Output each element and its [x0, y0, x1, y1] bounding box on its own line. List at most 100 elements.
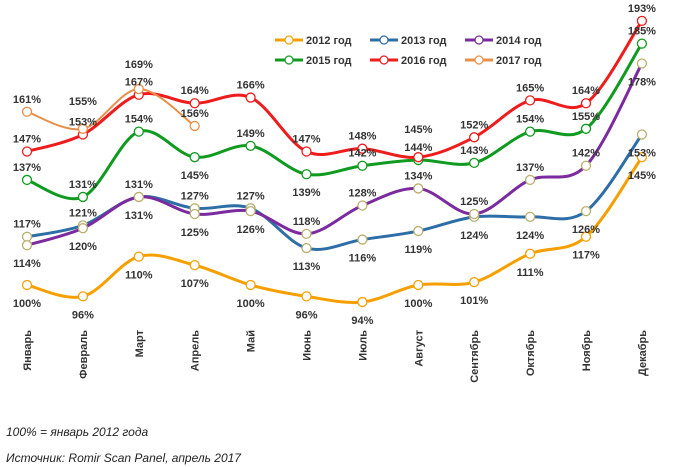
data-label: 96%	[295, 309, 317, 321]
data-point	[580, 231, 592, 242]
x-tick-label: Январь	[22, 330, 34, 371]
data-point	[189, 98, 200, 109]
base-note: 100% = январь 2012 года	[6, 425, 149, 439]
x-tick-label: Май	[246, 330, 258, 352]
data-label: 167%	[125, 77, 153, 89]
data-point	[636, 38, 648, 49]
legend-marker	[379, 35, 389, 45]
data-label: 114%	[13, 258, 41, 270]
data-label: 145%	[404, 124, 432, 136]
legend-label: 2013 год	[401, 35, 447, 47]
data-label: 145%	[181, 170, 209, 182]
data-point	[580, 123, 592, 134]
data-label: 169%	[125, 59, 153, 71]
x-tick-label: Апрель	[190, 330, 202, 371]
data-label: 137%	[13, 162, 41, 174]
data-label: 128%	[348, 187, 376, 199]
data-point	[524, 95, 536, 106]
data-label: 165%	[516, 82, 544, 94]
data-label: 100%	[404, 298, 432, 310]
data-label: 142%	[572, 148, 600, 160]
data-point	[77, 191, 89, 203]
data-point	[77, 291, 89, 302]
legend-label: 2015 год	[306, 55, 352, 67]
data-label: 149%	[237, 128, 265, 140]
legend-label: 2016 год	[401, 55, 447, 67]
data-point	[189, 208, 200, 220]
x-tick-label: Август	[413, 329, 425, 366]
x-tick-label: Ноябрь	[581, 330, 593, 371]
data-point	[301, 146, 312, 157]
data-point	[189, 152, 200, 163]
data-point	[21, 279, 33, 291]
data-point	[524, 126, 536, 137]
data-label: 121%	[69, 207, 97, 219]
data-point	[580, 206, 592, 217]
data-label: 155%	[69, 96, 97, 108]
data-point	[357, 143, 368, 154]
data-label: 113%	[293, 261, 321, 273]
data-label: 185%	[628, 26, 656, 38]
legend-label: 2017 год	[496, 55, 542, 67]
x-tick-label: Март	[134, 329, 146, 357]
data-label: 131%	[69, 179, 97, 191]
data-label: 147%	[292, 134, 320, 146]
data-point	[636, 152, 648, 163]
data-label: 153%	[628, 147, 656, 159]
data-label: 101%	[460, 295, 488, 307]
data-label: 142%	[348, 148, 376, 160]
data-point	[524, 248, 536, 259]
data-point	[133, 126, 144, 137]
data-point	[301, 228, 312, 240]
legend-marker	[474, 35, 484, 45]
data-point	[77, 223, 89, 234]
data-point	[524, 174, 536, 186]
data-label: 118%	[293, 216, 321, 228]
x-tick-label: Декабрь	[637, 330, 649, 376]
legend-label: 2012 год	[306, 35, 352, 47]
data-point	[413, 183, 424, 194]
data-point	[469, 277, 480, 288]
data-label: 125%	[181, 227, 209, 239]
data-label: 155%	[572, 111, 600, 123]
data-point	[580, 98, 592, 109]
data-point	[133, 251, 144, 262]
data-label: 117%	[13, 219, 41, 231]
data-point	[245, 92, 256, 103]
data-label: 143%	[460, 145, 488, 157]
data-label: 148%	[348, 131, 376, 143]
x-tick-label: Сентябрь	[469, 330, 481, 383]
data-point	[357, 296, 368, 308]
data-point	[413, 152, 424, 163]
data-label: 100%	[13, 298, 41, 310]
data-label: 153%	[69, 116, 97, 128]
data-point	[580, 160, 592, 171]
data-label: 124%	[516, 230, 544, 242]
data-point	[189, 259, 200, 271]
data-label: 116%	[349, 253, 377, 265]
data-label: 139%	[292, 187, 320, 199]
x-tick-label: Июнь	[302, 330, 314, 361]
data-label: 120%	[69, 241, 97, 253]
data-label: 127%	[181, 190, 209, 202]
data-point	[636, 129, 648, 140]
data-label: 125%	[460, 196, 488, 208]
data-label: 117%	[572, 250, 600, 262]
legend-marker	[284, 55, 294, 65]
data-label: 147%	[13, 134, 41, 146]
data-label: 193%	[628, 3, 656, 15]
data-label: 166%	[237, 80, 265, 92]
data-point	[636, 58, 648, 69]
data-point	[21, 231, 33, 242]
data-point	[21, 174, 33, 186]
data-label: 137%	[516, 162, 544, 174]
data-label: 144%	[404, 142, 432, 154]
data-label: 152%	[460, 119, 488, 131]
data-point	[133, 83, 144, 95]
data-label: 164%	[181, 85, 209, 97]
data-label: 154%	[516, 114, 544, 126]
data-label: 131%	[125, 179, 153, 191]
data-point	[245, 279, 256, 291]
data-label: 124%	[460, 230, 488, 242]
data-label: 164%	[572, 85, 600, 97]
